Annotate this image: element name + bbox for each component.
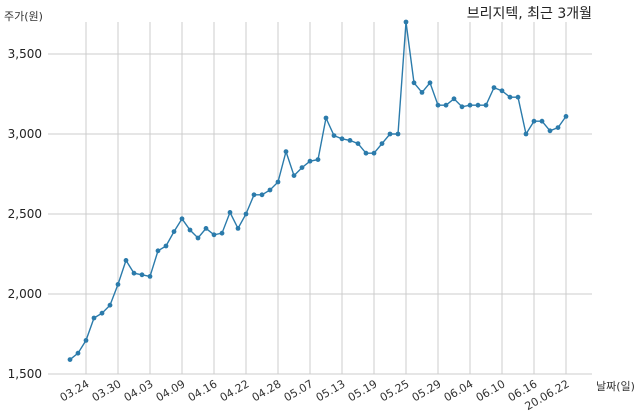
x-tick-label: 04.28 bbox=[250, 377, 284, 404]
series-line bbox=[69, 21, 567, 361]
data-point bbox=[355, 141, 361, 147]
data-point bbox=[475, 102, 481, 108]
data-point bbox=[203, 226, 209, 231]
data-point bbox=[163, 243, 169, 249]
data-point bbox=[523, 131, 529, 137]
data-point bbox=[451, 96, 457, 102]
data-point bbox=[459, 104, 465, 110]
data-point bbox=[251, 192, 257, 198]
data-point bbox=[419, 90, 425, 95]
data-point bbox=[291, 173, 297, 179]
x-tick-label: 05.13 bbox=[314, 377, 348, 404]
data-point bbox=[339, 136, 345, 142]
data-point bbox=[75, 350, 81, 356]
data-point bbox=[219, 230, 225, 236]
x-tick-label: 03.30 bbox=[90, 377, 124, 404]
data-point bbox=[171, 229, 177, 235]
data-point bbox=[187, 227, 193, 233]
x-tick-label: 05.29 bbox=[410, 377, 444, 404]
data-point bbox=[315, 157, 321, 163]
data-point bbox=[379, 141, 385, 147]
data-point bbox=[283, 149, 289, 155]
data-point bbox=[235, 226, 241, 231]
data-point bbox=[139, 272, 145, 278]
data-point bbox=[123, 258, 129, 263]
data-point bbox=[395, 131, 401, 137]
data-point bbox=[99, 310, 105, 316]
data-point bbox=[499, 88, 505, 94]
data-point bbox=[67, 357, 73, 362]
data-point bbox=[443, 102, 449, 108]
data-point bbox=[363, 150, 369, 156]
data-point bbox=[531, 118, 537, 124]
data-point bbox=[491, 85, 497, 90]
data-point bbox=[331, 133, 337, 139]
x-tick-label: 04.03 bbox=[122, 377, 156, 404]
data-point bbox=[539, 118, 545, 124]
data-point bbox=[83, 338, 89, 343]
data-point bbox=[299, 165, 305, 171]
data-point bbox=[387, 131, 393, 137]
data-point bbox=[323, 115, 329, 121]
data-point bbox=[243, 211, 249, 217]
y-tick-label: 2,500 bbox=[8, 207, 42, 221]
data-point bbox=[435, 102, 441, 108]
x-tick-label: 06.04 bbox=[442, 377, 476, 404]
data-point bbox=[403, 19, 409, 25]
data-point bbox=[91, 315, 97, 321]
y-tick-labels: 1,500 2,000 2,500 3,000 3,500 bbox=[8, 47, 42, 381]
price-series bbox=[67, 19, 569, 362]
x-tick-label: 04.16 bbox=[186, 377, 220, 404]
data-point bbox=[195, 235, 201, 241]
x-tick-labels: 03.2403.3004.0304.0904.1604.2204.2805.07… bbox=[58, 377, 572, 413]
data-point bbox=[467, 102, 473, 108]
data-point bbox=[307, 158, 313, 164]
data-point bbox=[227, 210, 233, 215]
y-tick-label: 1,500 bbox=[8, 367, 42, 381]
data-point bbox=[371, 150, 377, 156]
x-tick-label: 05.19 bbox=[346, 377, 380, 404]
data-point bbox=[131, 270, 137, 276]
y-axis-label: 주가(원) bbox=[4, 10, 43, 23]
data-point bbox=[555, 125, 561, 130]
data-point bbox=[427, 80, 433, 86]
y-tick-label: 3,000 bbox=[8, 127, 42, 141]
data-point bbox=[259, 192, 265, 198]
data-point bbox=[515, 94, 521, 100]
x-tick-label: 04.09 bbox=[154, 377, 188, 404]
chart-title: 브리지텍, 최근 3개월 bbox=[467, 6, 592, 22]
data-point bbox=[179, 216, 185, 222]
data-point bbox=[547, 128, 553, 134]
x-tick-label: 06.10 bbox=[474, 377, 508, 404]
x-axis-label: 날짜(일) bbox=[596, 379, 635, 393]
x-tick-label: 05.25 bbox=[378, 377, 412, 404]
data-point bbox=[155, 248, 161, 254]
data-point bbox=[507, 94, 513, 100]
gridlines bbox=[48, 22, 592, 375]
data-point bbox=[211, 232, 217, 238]
data-point bbox=[147, 274, 153, 279]
y-tick-label: 3,500 bbox=[8, 47, 42, 61]
data-point bbox=[411, 80, 417, 86]
y-tick-label: 2,000 bbox=[8, 287, 42, 301]
data-point bbox=[483, 102, 489, 108]
data-point bbox=[107, 302, 113, 308]
data-point bbox=[267, 187, 273, 193]
data-point bbox=[563, 114, 569, 119]
x-tick-label: 04.22 bbox=[218, 377, 252, 404]
data-point bbox=[275, 179, 281, 185]
x-tick-label: 05.07 bbox=[282, 377, 316, 404]
x-tick-label: 03.24 bbox=[58, 377, 92, 404]
data-point bbox=[115, 282, 121, 287]
data-point bbox=[347, 138, 353, 143]
